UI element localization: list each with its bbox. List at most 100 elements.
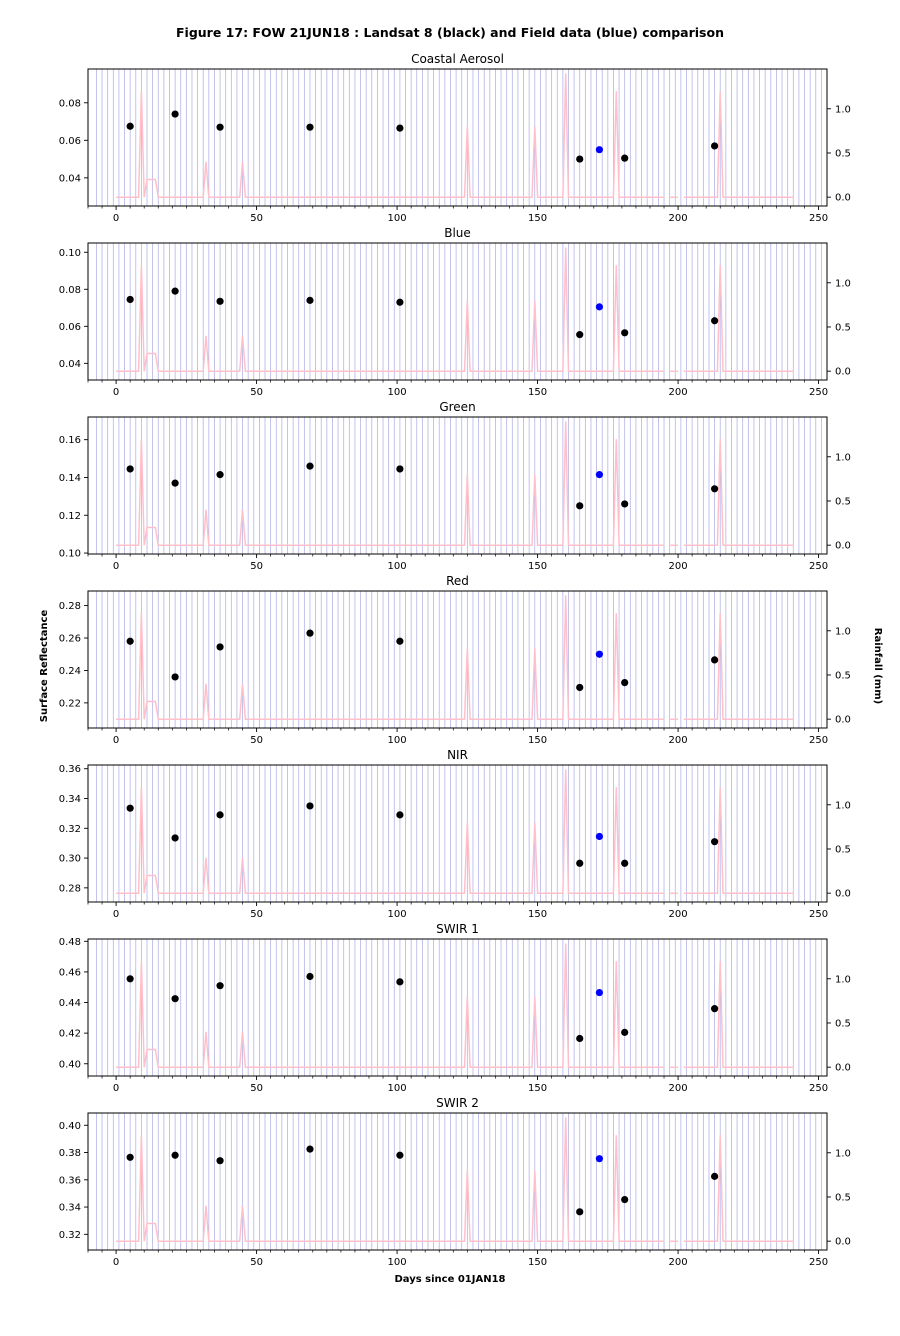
x-tick-label: 50 xyxy=(250,735,263,746)
rainfall-line xyxy=(116,73,794,198)
landsat-point xyxy=(396,465,404,473)
y-tick-label: 0.46 xyxy=(59,967,81,978)
y-tick-label: 0.36 xyxy=(59,1175,81,1186)
panel-coastal-aerosol: Coastal Aerosol 0 50 100 150 200 250 0.04 0.06 0.… xyxy=(59,52,851,224)
figure-title: Figure 17: FOW 21JUN18 : Landsat 8 (blac… xyxy=(176,25,724,40)
landsat-point xyxy=(576,502,584,510)
axes-frame xyxy=(87,416,828,555)
landsat-point xyxy=(711,1005,719,1013)
landsat-point xyxy=(126,1153,134,1161)
panels-group: Coastal Aerosol 0 50 100 150 200 250 0.04 0.06 0.… xyxy=(59,52,851,1268)
x-tick-label: 0 xyxy=(113,1083,119,1094)
y2-tick-label: 0.5 xyxy=(835,496,851,507)
landsat-point xyxy=(576,859,584,867)
y2-tick-label: 1.0 xyxy=(835,974,851,985)
y2-axis-label: Rainfall (mm) xyxy=(872,628,883,704)
x-tick-label: 200 xyxy=(669,213,688,224)
panel-title: SWIR 2 xyxy=(436,1096,479,1110)
rainfall-line xyxy=(116,1117,794,1242)
y2-tick-label: 0.5 xyxy=(835,322,851,333)
landsat-point xyxy=(576,155,584,163)
landsat-point xyxy=(216,811,224,819)
landsat-point xyxy=(171,479,179,487)
y2-tick-label: 1.0 xyxy=(835,800,851,811)
landsat-point xyxy=(216,297,224,305)
axes-frame xyxy=(87,68,828,207)
y-tick-label: 0.34 xyxy=(59,794,81,805)
y-tick-label: 0.48 xyxy=(59,937,81,948)
landsat-point xyxy=(576,683,584,692)
x-tick-label: 150 xyxy=(528,1257,547,1268)
axes-frame xyxy=(87,590,828,729)
x-tick-label: 50 xyxy=(250,909,263,920)
landsat-point xyxy=(306,462,314,470)
y-tick-label: 0.26 xyxy=(59,634,81,645)
landsat-point xyxy=(711,838,719,846)
landsat-point xyxy=(306,296,314,304)
landsat-point xyxy=(306,123,314,131)
field-point xyxy=(595,146,603,154)
landsat-point xyxy=(306,629,314,637)
y2-tick-label: 0.5 xyxy=(835,844,851,855)
rainfall-line xyxy=(116,247,794,372)
y-axis-label: Surface Reflectance xyxy=(39,610,50,723)
y2-tick-label: 0.0 xyxy=(835,1063,851,1074)
landsat-point xyxy=(711,656,719,664)
x-axis-label: Days since 01JAN18 xyxy=(394,1274,505,1285)
x-tick-label: 50 xyxy=(250,213,263,224)
y-tick-label: 0.04 xyxy=(59,173,81,184)
landsat-point xyxy=(216,982,224,990)
x-tick-label: 150 xyxy=(528,561,547,572)
field-point xyxy=(595,988,603,997)
landsat-point xyxy=(126,465,134,473)
y-tick-label: 0.10 xyxy=(59,549,81,560)
field-point xyxy=(595,650,603,658)
y2-tick-label: 0.0 xyxy=(835,367,851,378)
panel-title: SWIR 1 xyxy=(436,922,479,936)
landsat-point xyxy=(396,298,404,306)
landsat-point xyxy=(171,287,179,295)
y-tick-label: 0.32 xyxy=(59,824,81,835)
landsat-point xyxy=(576,1208,584,1216)
y-tick-label: 0.10 xyxy=(59,248,81,259)
landsat-point xyxy=(126,295,134,304)
panel-green: Green 0 50 100 150 200 250 0.10 0.12 0.14 0.16 0.0 0… xyxy=(59,400,851,572)
y-tick-label: 0.34 xyxy=(59,1203,81,1214)
rainfall-line xyxy=(116,943,794,1068)
landsat-point xyxy=(576,331,584,339)
x-tick-label: 50 xyxy=(250,561,263,572)
landsat-point xyxy=(171,673,179,681)
x-tick-label: 200 xyxy=(669,387,688,398)
landsat-point xyxy=(171,834,179,842)
x-tick-label: 0 xyxy=(113,561,119,572)
x-tick-label: 100 xyxy=(388,909,407,920)
x-tick-label: 150 xyxy=(528,1083,547,1094)
y-tick-label: 0.38 xyxy=(59,1148,81,1159)
y-tick-label: 0.08 xyxy=(59,285,81,296)
y-tick-label: 0.24 xyxy=(59,666,81,677)
x-tick-label: 250 xyxy=(809,1257,828,1268)
landsat-point xyxy=(396,978,404,986)
axes-frame xyxy=(87,242,828,381)
landsat-point xyxy=(711,1172,719,1180)
landsat-point xyxy=(621,154,629,162)
panel-title: Coastal Aerosol xyxy=(411,52,504,66)
y2-tick-label: 1.0 xyxy=(835,1148,851,1159)
landsat-point xyxy=(396,124,404,132)
landsat-point xyxy=(126,804,134,812)
y-tick-label: 0.14 xyxy=(59,473,81,484)
field-point xyxy=(595,303,603,311)
landsat-point xyxy=(711,485,719,493)
panel-nir: NIR 0 50 100 150 200 250 0.28 0.30 0.32 0.34 0.36 0.… xyxy=(59,748,851,920)
y-tick-label: 0.06 xyxy=(59,322,81,333)
x-tick-label: 100 xyxy=(388,387,407,398)
panel-swir-1: SWIR 1 0 50 100 150 200 250 0.40 0.42 0.44 0.46 0.4… xyxy=(59,922,851,1094)
axes-frame xyxy=(87,938,828,1077)
field-point xyxy=(595,471,603,479)
x-tick-label: 100 xyxy=(388,1257,407,1268)
x-tick-label: 0 xyxy=(113,213,119,224)
landsat-point xyxy=(396,811,404,819)
landsat-point xyxy=(621,500,629,508)
